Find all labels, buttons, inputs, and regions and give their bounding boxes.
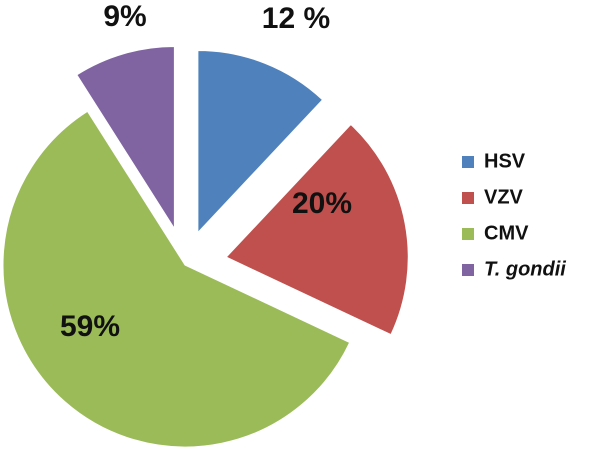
legend-label: HSV xyxy=(484,150,526,172)
legend-swatch xyxy=(462,192,474,204)
pie-slice xyxy=(76,46,175,231)
legend-label: T. gondii xyxy=(484,258,566,280)
value-label: 12 % xyxy=(262,2,330,35)
legend-swatch xyxy=(462,264,474,276)
value-label: 20% xyxy=(292,187,352,220)
legend-swatch xyxy=(462,156,474,168)
legend-label: CMV xyxy=(484,222,529,244)
pie-slice xyxy=(197,49,324,234)
pie-slice xyxy=(225,123,409,336)
value-label: 9% xyxy=(103,0,146,33)
value-label: 59% xyxy=(60,310,120,343)
legend-label: VZV xyxy=(484,186,524,208)
pie-slice xyxy=(2,110,351,448)
legend-swatch xyxy=(462,228,474,240)
